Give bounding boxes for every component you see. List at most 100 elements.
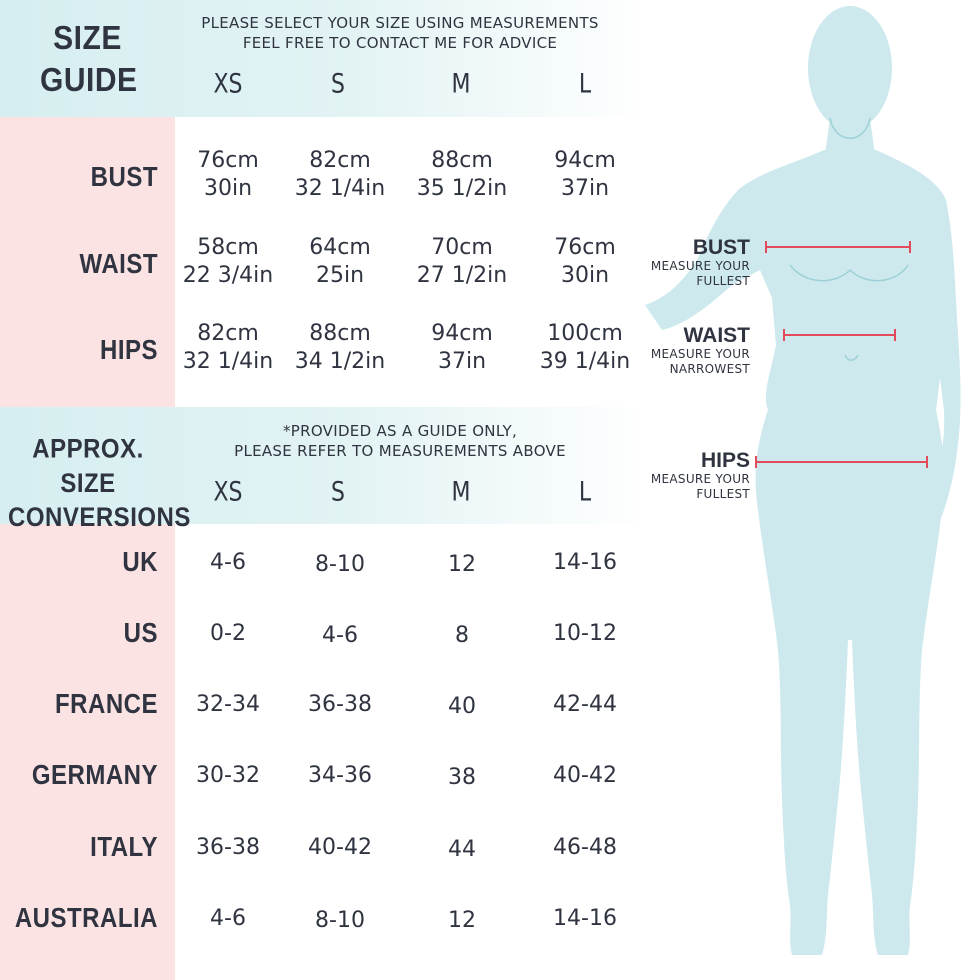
cm-value: 88cm	[431, 148, 493, 173]
row-label-germany: GERMANY	[31, 759, 158, 791]
inch-value: 27 1/2in	[416, 263, 508, 288]
conversions-note-line2: PLEASE REFER TO MEASUREMENTS ABOVE	[234, 442, 566, 460]
hips-callout-line2: FULLEST	[696, 487, 750, 501]
france-s: 36-38	[308, 692, 372, 717]
size-col-l: L	[578, 69, 592, 100]
size-guide-header-band	[0, 0, 650, 117]
uk-l: 14-16	[553, 550, 617, 575]
italy-m: 44	[448, 837, 476, 862]
inch-value: 22 3/4in	[182, 263, 274, 288]
france-xs: 32-34	[196, 692, 260, 717]
row-label-italy: ITALY	[90, 831, 158, 863]
conversions-title-line1: APPROX. SIZE	[32, 434, 144, 499]
cm-value: 88cm	[309, 321, 371, 346]
waist-callout-label: WAIST	[683, 324, 751, 347]
us-xs: 0-2	[210, 621, 246, 646]
size-col-xs: XS	[213, 69, 243, 100]
row-label-us: US	[123, 617, 158, 649]
waist-s: 64cm 25in	[280, 234, 400, 290]
cm-value: 94cm	[554, 148, 616, 173]
row-label-bust: BUST	[90, 161, 158, 193]
italy-s: 40-42	[308, 835, 372, 860]
cm-value: 64cm	[309, 235, 371, 260]
germany-xs: 30-32	[196, 763, 260, 788]
size-guide-title-line1: SIZE	[53, 20, 122, 57]
conv-col-xs: XS	[213, 477, 243, 508]
size-guide-note: PLEASE SELECT YOUR SIZE USING MEASUREMEN…	[185, 13, 615, 53]
cm-value: 82cm	[309, 148, 371, 173]
bust-s: 82cm 32 1/4in	[280, 147, 400, 203]
hips-xs: 82cm 32 1/4in	[168, 320, 288, 376]
hips-callout-line1: MEASURE YOUR	[650, 472, 750, 486]
bust-measure-line	[765, 241, 911, 253]
size-col-m: M	[451, 69, 471, 100]
waist-callout-line2: NARROWEST	[669, 362, 750, 376]
row-label-france: FRANCE	[55, 688, 158, 720]
cm-value: 82cm	[197, 321, 259, 346]
germany-s: 34-36	[308, 763, 372, 788]
france-m: 40	[448, 694, 476, 719]
conversions-note: *PROVIDED AS A GUIDE ONLY, PLEASE REFER …	[185, 421, 615, 461]
size-col-s: S	[331, 69, 345, 100]
conversions-label-column	[0, 524, 175, 980]
bust-callout: BUST MEASURE YOUR FULLEST	[651, 237, 750, 289]
inch-value: 39 1/4in	[539, 349, 631, 374]
inch-value: 32 1/4in	[182, 349, 274, 374]
australia-s: 8-10	[315, 908, 365, 933]
hips-callout: HIPS MEASURE YOUR FULLEST	[651, 450, 750, 502]
germany-l: 40-42	[553, 763, 617, 788]
us-m: 8	[455, 623, 469, 648]
waist-m: 70cm 27 1/2in	[402, 234, 522, 290]
inch-value: 30in	[560, 263, 610, 288]
australia-xs: 4-6	[210, 906, 246, 931]
hips-m: 94cm 37in	[402, 320, 522, 376]
bust-callout-label: BUST	[692, 236, 750, 259]
uk-xs: 4-6	[210, 550, 246, 575]
conversions-header-band	[0, 407, 650, 524]
uk-m: 12	[448, 552, 476, 577]
inch-value: 32 1/4in	[294, 176, 386, 201]
cm-value: 76cm	[554, 235, 616, 260]
inch-value: 34 1/2in	[294, 349, 386, 374]
australia-m: 12	[448, 908, 476, 933]
inch-value: 37in	[437, 349, 487, 374]
conversions-title-line2: CONVERSIONS	[8, 502, 191, 533]
conv-col-l: L	[578, 477, 592, 508]
cm-value: 100cm	[547, 321, 623, 346]
cm-value: 58cm	[197, 235, 259, 260]
uk-s: 8-10	[315, 552, 365, 577]
hips-s: 88cm 34 1/2in	[280, 320, 400, 376]
waist-l: 76cm 30in	[525, 234, 645, 290]
size-guide-note-line2: FEEL FREE TO CONTACT ME FOR ADVICE	[242, 34, 558, 52]
body-silhouette	[645, 6, 961, 955]
cm-value: 76cm	[197, 148, 259, 173]
waist-measure-line	[783, 329, 896, 341]
us-s: 4-6	[322, 623, 358, 648]
row-label-australia: AUSTRALIA	[14, 902, 158, 934]
conversions-note-line1: *PROVIDED AS A GUIDE ONLY,	[282, 422, 518, 440]
italy-l: 46-48	[553, 835, 617, 860]
germany-m: 38	[448, 765, 476, 790]
waist-callout-line1: MEASURE YOUR	[650, 347, 750, 361]
inch-value: 25in	[315, 263, 365, 288]
bust-callout-line2: FULLEST	[696, 274, 750, 288]
size-guide-label-column	[0, 117, 175, 407]
bust-l: 94cm 37in	[525, 147, 645, 203]
inch-value: 37in	[560, 176, 610, 201]
australia-l: 14-16	[553, 906, 617, 931]
row-label-uk: UK	[122, 546, 158, 578]
italy-xs: 36-38	[196, 835, 260, 860]
bust-xs: 76cm 30in	[168, 147, 288, 203]
bust-m: 88cm 35 1/2in	[402, 147, 522, 203]
size-guide-title: SIZE GUIDE	[40, 18, 137, 102]
france-l: 42-44	[553, 692, 617, 717]
inch-value: 35 1/2in	[416, 176, 508, 201]
waist-xs: 58cm 22 3/4in	[168, 234, 288, 290]
bust-callout-line1: MEASURE YOUR	[650, 259, 750, 273]
hips-measure-line	[755, 456, 928, 468]
inch-value: 30in	[203, 176, 253, 201]
waist-callout: WAIST MEASURE YOUR NARROWEST	[651, 325, 750, 377]
us-l: 10-12	[553, 621, 617, 646]
cm-value: 94cm	[431, 321, 493, 346]
hips-callout-label: HIPS	[700, 449, 750, 472]
